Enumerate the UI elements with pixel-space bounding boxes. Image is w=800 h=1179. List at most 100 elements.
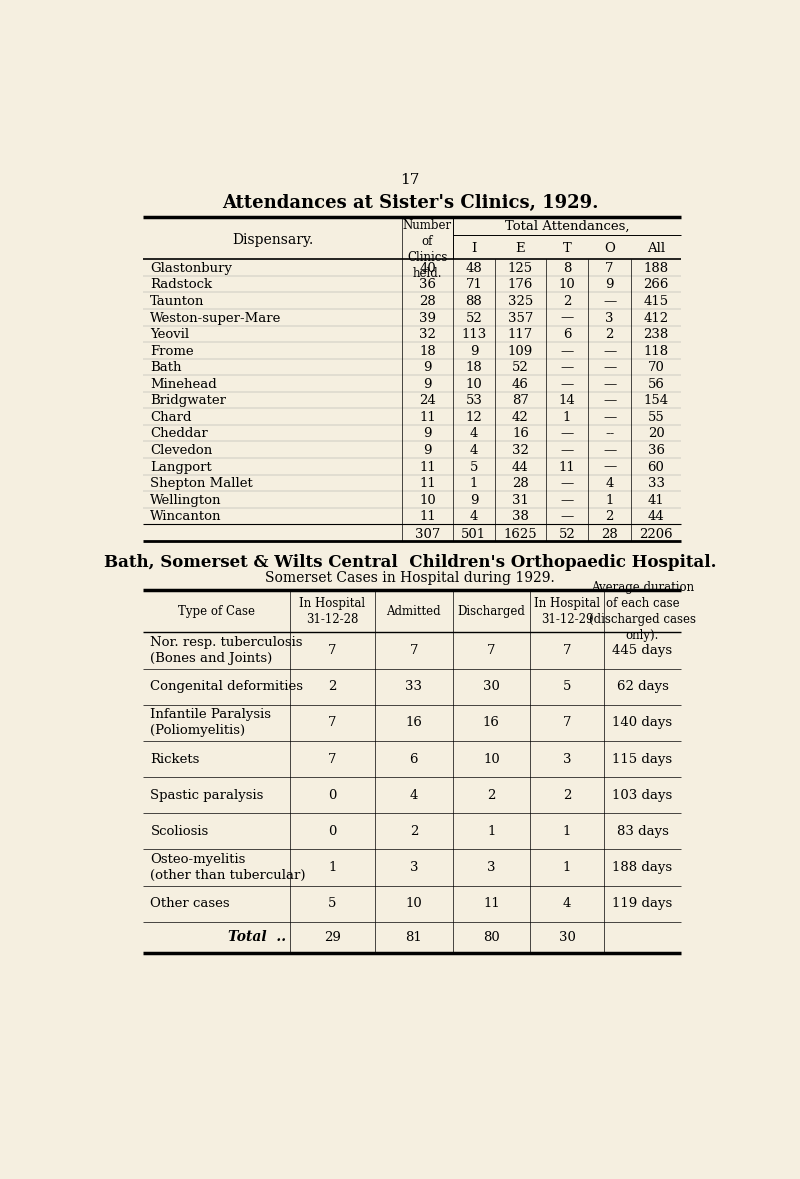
Text: In Hospital
31-12-29: In Hospital 31-12-29 (534, 597, 600, 626)
Text: 9: 9 (470, 494, 478, 507)
Text: Total  ..: Total .. (228, 930, 286, 944)
Text: 125: 125 (508, 262, 533, 275)
Text: 357: 357 (508, 311, 533, 324)
Text: 70: 70 (648, 361, 665, 374)
Text: 1: 1 (487, 825, 495, 838)
Text: 115 days: 115 days (613, 752, 673, 765)
Text: 2206: 2206 (639, 528, 673, 541)
Text: 176: 176 (508, 278, 533, 291)
Text: Rickets: Rickets (150, 752, 200, 765)
Text: 52: 52 (558, 528, 575, 541)
Text: 44: 44 (512, 461, 529, 474)
Text: 9: 9 (606, 278, 614, 291)
Text: 117: 117 (508, 328, 533, 341)
Text: 30: 30 (483, 680, 500, 693)
Text: 2: 2 (410, 825, 418, 838)
Text: 62 days: 62 days (617, 680, 669, 693)
Text: —: — (560, 361, 574, 374)
Text: I: I (471, 242, 477, 255)
Text: 3: 3 (410, 861, 418, 874)
Text: --: -- (605, 428, 614, 441)
Text: Admitted: Admitted (386, 605, 441, 618)
Text: 7: 7 (562, 644, 571, 657)
Text: Scoliosis: Scoliosis (150, 825, 209, 838)
Text: 56: 56 (648, 377, 665, 390)
Text: Clevedon: Clevedon (150, 444, 213, 457)
Text: 6: 6 (410, 752, 418, 765)
Text: 113: 113 (462, 328, 486, 341)
Text: 1625: 1625 (504, 528, 538, 541)
Text: 9: 9 (423, 444, 432, 457)
Text: 6: 6 (562, 328, 571, 341)
Text: 4: 4 (470, 444, 478, 457)
Text: Osteo-myelitis
(other than tubercular): Osteo-myelitis (other than tubercular) (150, 854, 306, 882)
Text: T: T (562, 242, 571, 255)
Text: —: — (560, 428, 574, 441)
Text: 109: 109 (508, 344, 533, 357)
Text: 87: 87 (512, 394, 529, 407)
Text: 60: 60 (648, 461, 665, 474)
Text: 29: 29 (324, 930, 341, 943)
Text: 14: 14 (558, 394, 575, 407)
Text: 33: 33 (406, 680, 422, 693)
Text: 501: 501 (462, 528, 486, 541)
Text: Glastonbury: Glastonbury (150, 262, 232, 275)
Text: —: — (560, 494, 574, 507)
Text: All: All (647, 242, 665, 255)
Text: Langport: Langport (150, 461, 212, 474)
Text: —: — (603, 377, 616, 390)
Text: —: — (603, 461, 616, 474)
Text: 7: 7 (328, 717, 337, 730)
Text: 9: 9 (423, 361, 432, 374)
Text: 7: 7 (410, 644, 418, 657)
Text: 40: 40 (419, 262, 436, 275)
Text: 5: 5 (470, 461, 478, 474)
Text: Discharged: Discharged (458, 605, 526, 618)
Text: 9: 9 (423, 428, 432, 441)
Text: —: — (603, 295, 616, 308)
Text: 10: 10 (466, 377, 482, 390)
Text: Taunton: Taunton (150, 295, 205, 308)
Text: Other cases: Other cases (150, 897, 230, 910)
Text: 445 days: 445 days (613, 644, 673, 657)
Text: 71: 71 (466, 278, 482, 291)
Text: Nor. resp. tuberculosis
(Bones and Joints): Nor. resp. tuberculosis (Bones and Joint… (150, 635, 303, 665)
Text: 1: 1 (606, 494, 614, 507)
Text: 52: 52 (512, 361, 529, 374)
Text: 118: 118 (643, 344, 669, 357)
Text: 7: 7 (328, 644, 337, 657)
Text: 2: 2 (606, 328, 614, 341)
Text: 32: 32 (419, 328, 436, 341)
Text: 36: 36 (647, 444, 665, 457)
Text: —: — (560, 477, 574, 490)
Text: 7: 7 (562, 717, 571, 730)
Text: 5: 5 (562, 680, 571, 693)
Text: 1: 1 (328, 861, 337, 874)
Text: Type of Case: Type of Case (178, 605, 254, 618)
Text: 20: 20 (648, 428, 665, 441)
Text: 2: 2 (328, 680, 337, 693)
Text: 17: 17 (400, 173, 420, 187)
Text: 32: 32 (512, 444, 529, 457)
Text: Bridgwater: Bridgwater (150, 394, 226, 407)
Text: In Hospital
31-12-28: In Hospital 31-12-28 (299, 597, 366, 626)
Text: Spastic paralysis: Spastic paralysis (150, 789, 264, 802)
Text: —: — (560, 444, 574, 457)
Text: 16: 16 (512, 428, 529, 441)
Text: E: E (516, 242, 526, 255)
Text: 10: 10 (558, 278, 575, 291)
Text: Number
of
Clinics
held.: Number of Clinics held. (403, 219, 452, 281)
Text: 30: 30 (558, 930, 575, 943)
Text: 325: 325 (508, 295, 533, 308)
Text: 83 days: 83 days (617, 825, 669, 838)
Text: —: — (560, 377, 574, 390)
Text: 1: 1 (562, 861, 571, 874)
Text: 3: 3 (606, 311, 614, 324)
Text: 412: 412 (643, 311, 669, 324)
Text: 44: 44 (648, 511, 665, 523)
Text: 24: 24 (419, 394, 436, 407)
Text: 41: 41 (648, 494, 665, 507)
Text: 38: 38 (512, 511, 529, 523)
Text: Frome: Frome (150, 344, 194, 357)
Text: Bath, Somerset & Wilts Central  Children's Orthopaedic Hospital.: Bath, Somerset & Wilts Central Children'… (104, 554, 716, 571)
